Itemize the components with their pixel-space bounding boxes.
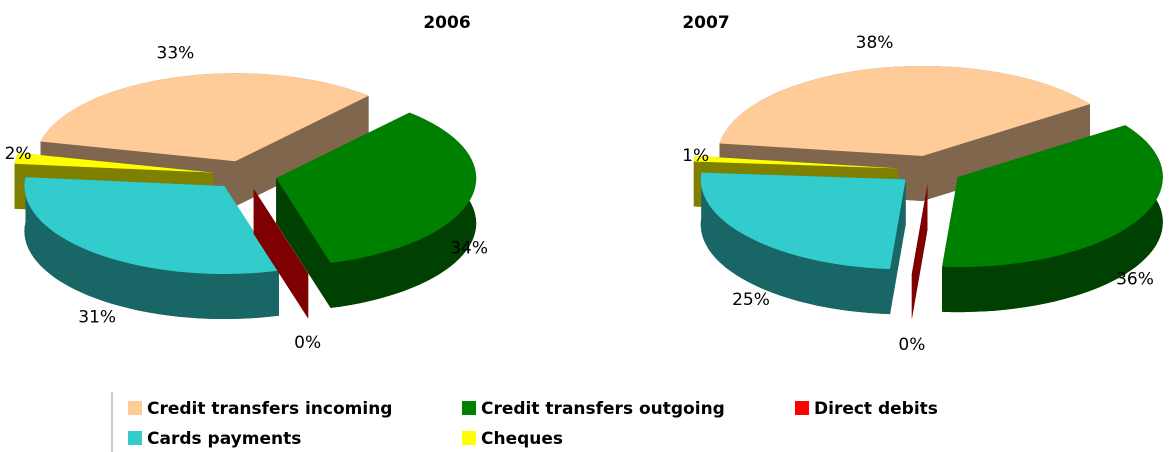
data-label: 0% bbox=[294, 333, 321, 353]
pie-slice bbox=[253, 188, 309, 319]
pie-slice bbox=[911, 184, 928, 320]
slice-wall bbox=[14, 152, 19, 209]
legend-label: Cheques bbox=[481, 429, 563, 449]
data-label: 34% bbox=[450, 239, 488, 259]
legend-label: Credit transfers outgoing bbox=[481, 399, 725, 419]
slice-top bbox=[40, 73, 369, 162]
slice-top bbox=[942, 125, 1163, 268]
data-label: 25% bbox=[732, 290, 770, 310]
pie-slice bbox=[942, 125, 1163, 313]
slice-top bbox=[276, 112, 477, 263]
legend-swatch bbox=[128, 401, 142, 415]
slice-wall bbox=[693, 155, 696, 207]
data-label: 1% bbox=[682, 146, 709, 166]
chart-title: 2006 bbox=[423, 13, 470, 33]
legend-swatch bbox=[795, 401, 809, 415]
slice-side bbox=[890, 179, 906, 315]
legend-swatch bbox=[462, 431, 476, 445]
pie-slice bbox=[24, 177, 279, 319]
slice-top bbox=[719, 66, 1090, 156]
slice-top bbox=[14, 152, 214, 173]
chart-title: 2007 bbox=[682, 13, 729, 33]
legend-swatch bbox=[128, 431, 142, 445]
slice-wall bbox=[24, 177, 279, 319]
slice-top bbox=[24, 177, 279, 274]
data-label: 38% bbox=[856, 33, 894, 53]
slice-side bbox=[253, 188, 309, 319]
pie-slice bbox=[700, 172, 906, 315]
data-label: 36% bbox=[1116, 269, 1154, 289]
data-label: 0% bbox=[898, 335, 925, 355]
data-label: 31% bbox=[78, 308, 116, 328]
data-label: 33% bbox=[157, 43, 195, 63]
pie-slice bbox=[276, 112, 477, 308]
legend-label: Cards payments bbox=[147, 429, 301, 449]
legend-label: Credit transfers incoming bbox=[147, 399, 392, 419]
legend-label: Direct debits bbox=[814, 399, 938, 419]
slice-top bbox=[700, 172, 906, 270]
slice-wall bbox=[700, 172, 890, 315]
slice-top bbox=[693, 155, 899, 169]
slice-wall bbox=[942, 125, 1163, 313]
slice-side bbox=[276, 178, 331, 308]
slice-side bbox=[911, 184, 928, 320]
data-label: 2% bbox=[5, 144, 32, 164]
legend-swatch bbox=[462, 401, 476, 415]
